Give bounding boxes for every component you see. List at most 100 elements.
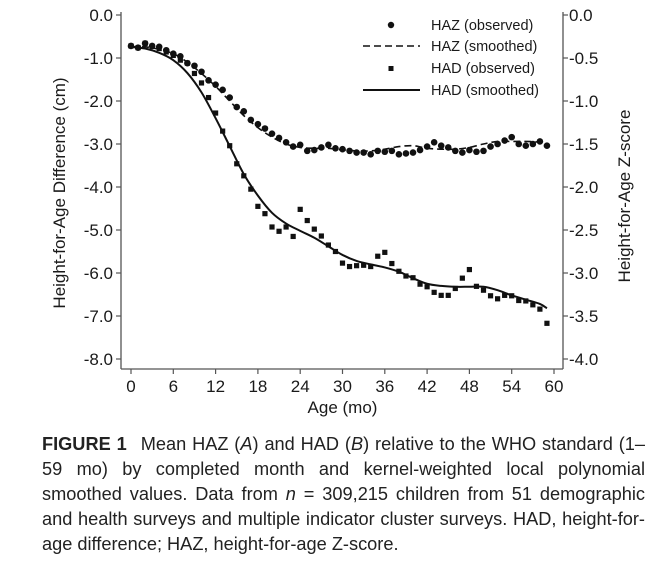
had-observed-point: [304, 217, 310, 224]
had-observed-point: [311, 226, 317, 232]
haz-observed-point: [402, 150, 410, 157]
x-tick-label: 48: [460, 377, 479, 396]
left-y-tick-label: -2.0: [84, 92, 113, 111]
had-observed-point: [431, 289, 437, 295]
haz-observed-point: [332, 145, 339, 152]
caption-text-run: ) relative to the WHO standard (1–59 mo)…: [42, 434, 645, 504]
right-y-tick-label: -4.0: [569, 350, 598, 369]
right-y-tick-label: -3.5: [569, 307, 598, 326]
x-axis-title: Age (mo): [308, 398, 378, 417]
series-had-smoothed: [130, 45, 548, 310]
left-y-tick-label: -5.0: [84, 221, 113, 240]
haz-observed-point: [289, 143, 297, 150]
haz-observed-point: [303, 147, 311, 155]
legend-marker-square: [388, 66, 394, 71]
figure-chart: 0.0 -1.0 -2.0 -3.0 -4.0 -5.0 -6.0 -7.0 -8.0 0.0 -…: [50, 6, 634, 417]
left-y-tick-label: -7.0: [84, 307, 113, 326]
haz-observed-point: [543, 142, 551, 150]
haz-observed-point: [198, 68, 205, 76]
had-observed-point: [255, 203, 261, 209]
had-observed-point: [417, 281, 423, 287]
had-observed-point: [466, 266, 472, 273]
right-y-tick-label: -1.5: [569, 135, 598, 154]
haz-observed-point: [254, 120, 262, 128]
right-y-tick-label: -2.0: [569, 178, 598, 197]
right-y-tick-label: 0.0: [569, 6, 593, 25]
left-y-ticks: 0.0 -1.0 -2.0 -3.0 -4.0 -5.0 -6.0 -7.0 -8.0: [84, 6, 121, 369]
x-tick-label: 24: [291, 377, 310, 396]
x-tick-label: 54: [502, 377, 521, 396]
had-observed-point: [523, 298, 529, 304]
haz-observed-point: [487, 143, 494, 150]
haz-smoothed-line: [130, 45, 548, 152]
left-y-axis-title: Height-for-Age Difference (cm): [50, 77, 69, 308]
had-observed-point: [530, 302, 536, 308]
haz-observed-point: [346, 147, 353, 155]
had-observed-point: [445, 292, 451, 298]
left-y-tick-label: -8.0: [84, 350, 113, 369]
right-y-ticks: 0.0 -0.5 -1.0 -1.5 -2.0 -2.5 -3.0 -3.5 -4.0: [563, 6, 598, 369]
had-observed-point: [283, 224, 289, 230]
had-observed-point: [184, 60, 190, 66]
had-observed-point: [142, 40, 148, 46]
x-tick-label: 60: [545, 377, 564, 396]
caption-italic-text: A: [240, 434, 253, 454]
haz-observed-point: [480, 147, 487, 155]
had-observed-point: [269, 224, 275, 230]
caption-text: Mean HAZ (A) and HAD (B) relative to the…: [42, 434, 645, 554]
x-tick-label: 18: [248, 377, 267, 396]
caption-text-run: Mean HAZ (: [140, 434, 241, 454]
had-observed-point: [128, 43, 134, 49]
haz-observed-point: [191, 62, 198, 70]
haz-observed-point: [515, 140, 523, 148]
x-tick-label: 12: [206, 377, 225, 396]
had-observed-point: [487, 293, 494, 299]
x-tick-label: 0: [126, 377, 135, 396]
had-observed-point: [318, 233, 324, 239]
haz-observed-point: [409, 149, 417, 156]
had-observed-point: [495, 296, 501, 302]
had-observed-point: [361, 262, 367, 268]
had-observed-point: [156, 45, 162, 52]
had-observed-point: [205, 94, 212, 101]
legend-item-had-observed: HAD (observed): [388, 61, 535, 77]
had-observed-point: [191, 70, 198, 77]
series-haz-smoothed: [130, 45, 548, 152]
left-y-tick-label: -3.0: [84, 135, 113, 154]
had-observed-point: [403, 273, 409, 279]
left-y-tick-label: 0.0: [89, 6, 113, 25]
had-observed-point: [163, 49, 169, 55]
caption-text-run: ) and HAD (: [252, 434, 351, 454]
x-tick-label: 36: [375, 377, 394, 396]
right-y-tick-label: -2.5: [569, 221, 598, 240]
haz-observed-point: [388, 147, 396, 155]
had-observed-point: [375, 253, 381, 259]
left-y-tick-label: -4.0: [84, 178, 113, 197]
had-observed-point: [452, 285, 458, 292]
left-y-tick-label: -6.0: [84, 264, 113, 283]
haz-observed-point: [395, 151, 403, 158]
had-observed-point: [325, 242, 331, 248]
had-observed-point: [424, 284, 430, 290]
had-observed-point: [368, 263, 374, 270]
had-observed-point: [459, 275, 465, 281]
had-observed-point: [177, 57, 183, 63]
figure-label: FIGURE 1: [42, 434, 127, 454]
right-y-tick-label: -1.0: [569, 92, 598, 111]
left-y-tick-label: -1.0: [84, 49, 113, 68]
had-observed-point: [297, 206, 303, 212]
caption-text-run: = 309,215 children from 51 demographic a…: [42, 484, 645, 554]
legend-item-haz-smoothed: HAZ (smoothed): [363, 39, 537, 55]
had-observed-point: [213, 110, 219, 116]
caption-italic-text: n: [285, 484, 296, 504]
haz-observed-point: [459, 149, 466, 156]
haz-observed-point: [367, 151, 375, 158]
legend-label: HAD (smoothed): [431, 83, 539, 99]
haz-observed-point: [522, 142, 530, 150]
had-observed-point: [149, 43, 155, 49]
had-observed-point: [276, 228, 282, 234]
legend-item-haz-observed: HAZ (observed): [387, 18, 533, 34]
x-tick-label: 42: [418, 377, 437, 396]
had-observed-point: [389, 260, 395, 267]
haz-observed-point: [325, 141, 332, 149]
